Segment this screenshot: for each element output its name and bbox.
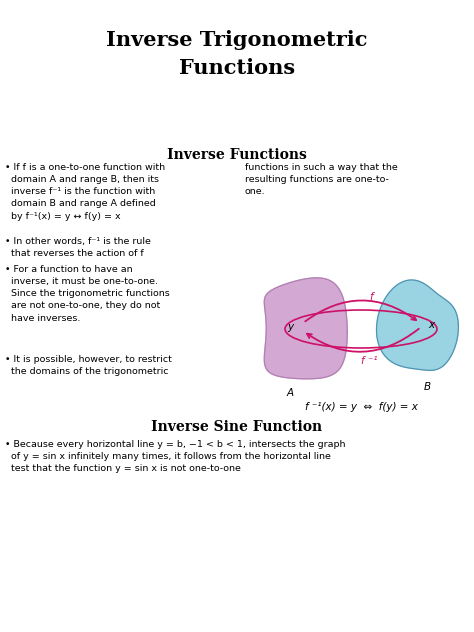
Text: • Because every horizontal line y = b, −1 < b < 1, intersects the graph
  of y =: • Because every horizontal line y = b, −…	[5, 440, 346, 473]
Text: y: y	[287, 322, 293, 332]
FancyArrowPatch shape	[305, 300, 416, 321]
Text: Functions: Functions	[179, 58, 295, 78]
Polygon shape	[376, 280, 458, 370]
Text: • In other words, f⁻¹ is the rule
  that reverses the action of f: • In other words, f⁻¹ is the rule that r…	[5, 237, 151, 258]
Text: • For a function to have an
  inverse, it must be one-to-one.
  Since the trigon: • For a function to have an inverse, it …	[5, 265, 170, 322]
Text: f ⁻¹(x) = y  ⇔  f(y) = x: f ⁻¹(x) = y ⇔ f(y) = x	[305, 402, 418, 412]
Text: Inverse Sine Function: Inverse Sine Function	[151, 420, 323, 434]
Text: Inverse Functions: Inverse Functions	[167, 148, 307, 162]
Text: functions in such a way that the
resulting functions are one-to-
one.: functions in such a way that the resulti…	[245, 163, 398, 197]
Text: f: f	[369, 292, 373, 302]
Text: • It is possible, however, to restrict
  the domains of the trigonometric: • It is possible, however, to restrict t…	[5, 355, 172, 376]
Text: A: A	[286, 388, 293, 398]
Text: • If f is a one-to-one function with
  domain A and range B, then its
  inverse : • If f is a one-to-one function with dom…	[5, 163, 165, 221]
FancyArrowPatch shape	[307, 329, 419, 352]
Text: f ⁻¹: f ⁻¹	[361, 356, 377, 366]
Text: x: x	[428, 320, 434, 330]
Text: B: B	[423, 382, 430, 392]
Text: Inverse Trigonometric: Inverse Trigonometric	[106, 30, 368, 50]
Polygon shape	[264, 278, 347, 379]
